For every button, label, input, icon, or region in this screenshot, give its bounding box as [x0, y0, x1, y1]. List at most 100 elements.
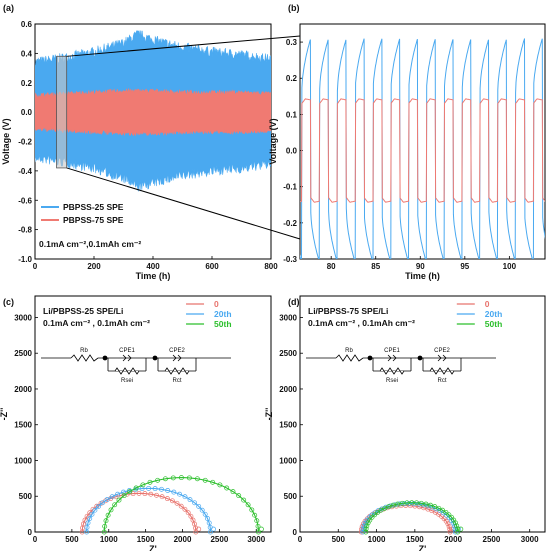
series-line-1: [300, 38, 545, 259]
y-tick-label: 2500: [14, 349, 32, 358]
node: [367, 355, 373, 361]
data-point: [428, 502, 433, 508]
x-tick-label: 0: [298, 535, 303, 544]
y-tick-label: 0.3: [286, 38, 298, 47]
legend-label: PBPSS-25 SPE: [63, 202, 124, 212]
data-point: [121, 493, 127, 499]
data-point: [140, 482, 146, 488]
data-point: [133, 485, 139, 491]
data-point: [432, 504, 438, 510]
legend-label: 20th: [485, 309, 502, 319]
x-tick-label: 500: [332, 535, 346, 544]
resistor: [114, 367, 140, 375]
data-point: [146, 485, 152, 491]
y-tick-label: -1.0: [18, 255, 32, 264]
panel-title: Li/PBPSS-75 SPE/Li: [308, 306, 388, 316]
data-point: [165, 488, 171, 493]
data-point: [104, 497, 110, 503]
node: [417, 355, 423, 361]
data-point: [89, 511, 95, 517]
cpe-symbol: [122, 354, 132, 362]
x-tick-label: 100: [503, 262, 517, 271]
legend-label: 50th: [485, 319, 502, 329]
data-point: [127, 489, 133, 495]
data-point: [254, 518, 260, 524]
data-point: [453, 520, 458, 526]
panel-a: (a) 0 200 400 600 800 -1.0 -0.8 -0.6 -0.4 -0.2 0.0 0…: [1, 3, 278, 281]
circuit-label: CPE2: [434, 348, 450, 354]
plot-frame: [299, 23, 546, 260]
y-tick-label: 0.1: [286, 110, 298, 119]
data-point: [115, 491, 121, 497]
node: [152, 355, 158, 361]
y-axis-label: -Z'': [0, 408, 9, 421]
x-tick-label: 80: [327, 262, 336, 271]
y-tick-label: 0.0: [21, 108, 33, 117]
y-tick-label: 0: [28, 528, 33, 537]
data-point: [208, 529, 213, 535]
x-tick-label: 800: [264, 262, 278, 271]
cpe-symbol: [172, 354, 182, 362]
data-point: [178, 475, 184, 481]
data-point: [363, 529, 369, 535]
data-point: [105, 512, 111, 518]
resistor: [429, 367, 455, 375]
data-point: [255, 523, 261, 529]
x-tick-label: 1500: [137, 535, 155, 544]
data-point: [136, 490, 142, 496]
y-tick-label: 2000: [279, 385, 297, 394]
x-tick-label: 2000: [444, 535, 462, 544]
y-tick-label: 0.6: [21, 20, 33, 29]
data-point: [169, 498, 175, 504]
y-tick-label: 2000: [14, 385, 32, 394]
data-point: [258, 526, 264, 532]
data-point: [423, 501, 429, 507]
data-point: [256, 529, 261, 535]
data-point: [360, 526, 366, 532]
x-tick-label: 200: [87, 262, 101, 271]
y-tick-label: 500: [19, 492, 33, 501]
x-axis-label: Time (h): [136, 271, 171, 281]
x-tick-label: 90: [416, 262, 425, 271]
data-point: [192, 500, 198, 506]
annotation: 0.1mA cm⁻²,0.1mAh cm⁻²: [39, 239, 141, 249]
data-point: [443, 518, 449, 524]
y-tick-label: 1500: [279, 421, 297, 430]
fit-line-50th: [365, 502, 459, 533]
data-point: [84, 524, 90, 530]
data-point: [182, 506, 188, 512]
panel-label: (c): [3, 297, 14, 307]
y-axis-label: -Z'': [264, 408, 274, 421]
y-tick-label: 2500: [279, 349, 297, 358]
resistor: [379, 367, 405, 375]
zoom-connector-top: [66, 35, 301, 57]
legend-label: 20th: [214, 309, 231, 319]
x-tick-label: 2500: [483, 535, 501, 544]
data-point: [458, 526, 464, 532]
data-point: [249, 507, 255, 513]
data-point: [142, 491, 148, 497]
y-axis-label: Voltage (V): [268, 118, 278, 164]
data-point: [82, 517, 88, 523]
data-point: [224, 485, 230, 491]
data-point: [112, 502, 118, 508]
data-point: [164, 496, 170, 502]
panel-label: (d): [288, 297, 300, 307]
data-point: [211, 526, 216, 532]
y-tick-label: 3000: [279, 313, 297, 322]
data-point: [202, 511, 208, 517]
data-point: [386, 504, 392, 510]
data-point: [406, 500, 412, 506]
data-point: [154, 492, 159, 498]
legend-label: 0: [214, 299, 219, 309]
data-point: [404, 500, 410, 506]
data-point: [455, 526, 460, 532]
data-point: [372, 512, 378, 518]
data-point: [418, 500, 424, 506]
data-point: [446, 512, 452, 518]
y-axis-label: Voltage (V): [1, 118, 11, 164]
fit-line-50th: [103, 477, 260, 533]
resistor: [164, 367, 190, 375]
data-point: [100, 500, 105, 506]
x-tick-label: 1500: [406, 535, 424, 544]
